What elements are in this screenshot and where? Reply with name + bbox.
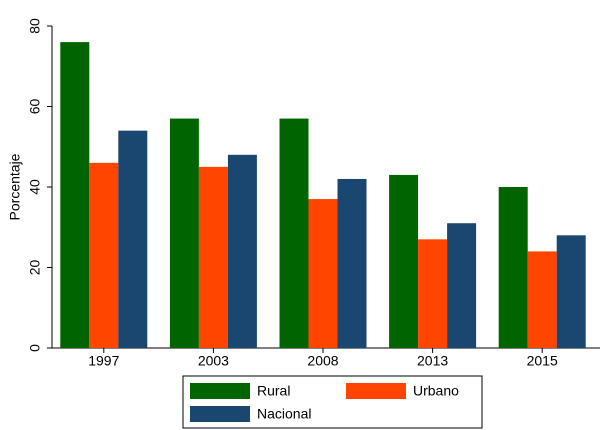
y-tick-label: 60: [27, 99, 43, 115]
bar: [308, 199, 338, 348]
bar: [227, 154, 257, 348]
y-tick-label: 0: [27, 344, 43, 352]
x-tick-label: 2008: [307, 353, 338, 369]
legend-label: Nacional: [257, 406, 311, 422]
legend-label: Urbano: [413, 383, 459, 399]
bar: [556, 235, 586, 348]
y-tick-label: 20: [27, 260, 43, 276]
legend-label: Rural: [257, 383, 290, 399]
x-tick-label: 2003: [198, 353, 229, 369]
bar: [198, 166, 228, 348]
x-tick-label: 1997: [88, 353, 119, 369]
legend-swatch: [190, 406, 250, 422]
bar: [118, 130, 148, 348]
y-tick-label: 40: [27, 179, 43, 195]
bar: [337, 178, 367, 348]
bar: [447, 223, 477, 348]
bar: [498, 187, 528, 348]
legend-swatch: [346, 383, 406, 399]
bar: [89, 162, 119, 348]
legend-swatch: [190, 383, 250, 399]
bar: [527, 251, 557, 348]
x-tick-label: 2015: [527, 353, 558, 369]
bar: [389, 174, 419, 348]
bar: [418, 239, 448, 348]
y-tick-label: 80: [27, 18, 43, 34]
bar: [279, 118, 309, 348]
bar: [169, 118, 199, 348]
bar: [60, 42, 90, 348]
x-tick-label: 2013: [417, 353, 448, 369]
y-axis-label: Porcentaje: [7, 153, 23, 220]
